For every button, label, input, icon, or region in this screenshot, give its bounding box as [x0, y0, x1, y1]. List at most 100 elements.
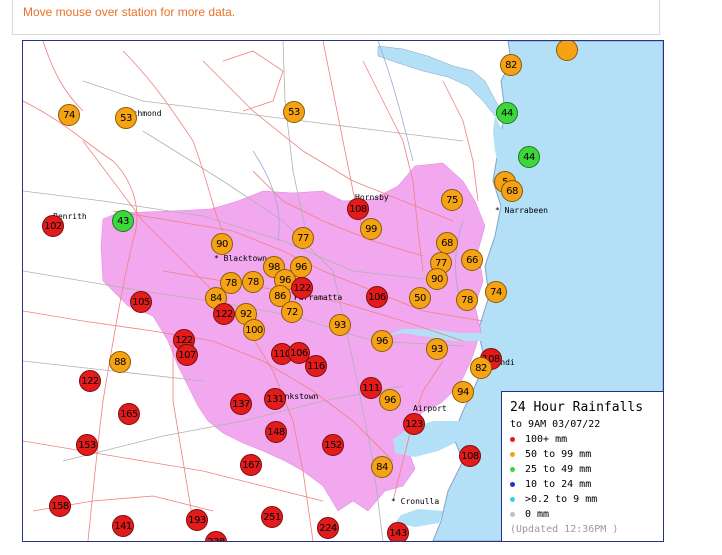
legend-swatch-0 [510, 437, 515, 442]
station-marker[interactable]: 107 [176, 344, 198, 366]
station-marker[interactable]: 100 [243, 319, 265, 341]
station-marker[interactable]: 137 [230, 393, 252, 415]
place-label-richmond: Richmond [123, 109, 162, 118]
legend-subtitle: to 9AM 03/07/22 [510, 419, 601, 430]
station-marker[interactable]: 131 [264, 388, 286, 410]
legend-title: 24 Hour Rainfalls [510, 400, 644, 415]
info-panel: Move mouse over station for more data. [12, 0, 660, 35]
place-label-parramatta: Parramatta [294, 293, 343, 302]
place-label-penrith: Penrith [53, 212, 87, 221]
station-marker[interactable]: 53 [283, 101, 305, 123]
place-label-cronulla: * Cronulla [391, 497, 440, 506]
station-marker[interactable]: 116 [305, 355, 327, 377]
station-marker[interactable]: 43 [112, 210, 134, 232]
station-marker[interactable]: 74 [58, 104, 80, 126]
updated-time: (Updated 12:36PM ) [510, 524, 619, 535]
legend-label: 0 mm [525, 509, 550, 520]
legend-row: 50 to 99 mm [510, 449, 591, 460]
urban-area [100, 162, 486, 512]
legend-label: 25 to 49 mm [525, 464, 592, 475]
legend-swatch-1 [510, 452, 515, 457]
place-label-airport: Airport [413, 404, 447, 413]
place-label-bankstown: Bankstown [275, 392, 319, 401]
place-name-narrabeen: Narrabeen [504, 206, 548, 215]
hover-hint: Move mouse over station for more data. [23, 5, 236, 19]
station-marker[interactable]: 77 [292, 227, 314, 249]
station-marker[interactable]: 148 [265, 421, 287, 443]
station-marker[interactable]: 44 [518, 146, 540, 168]
legend-swatch-3 [510, 482, 515, 487]
station-marker[interactable]: 193 [186, 509, 208, 531]
station-marker[interactable]: 108 [347, 198, 369, 220]
hawkesbury [377, 45, 502, 117]
station-marker[interactable]: 68 [501, 180, 523, 202]
station-marker[interactable]: 102 [42, 215, 64, 237]
legend-label: 50 to 99 mm [525, 449, 592, 460]
station-marker[interactable]: 68 [436, 232, 458, 254]
station-marker[interactable]: 66 [461, 249, 483, 271]
station-marker[interactable]: 105 [130, 291, 152, 313]
station-marker[interactable]: 99 [360, 218, 382, 240]
station-marker[interactable]: 44 [496, 102, 518, 124]
station-marker[interactable]: 106 [366, 286, 388, 308]
station-marker[interactable]: 96 [379, 389, 401, 411]
station-marker[interactable]: 167 [240, 454, 262, 476]
station-marker[interactable]: 90 [426, 268, 448, 290]
station-marker[interactable]: 53 [115, 107, 137, 129]
station-marker[interactable]: 84 [371, 456, 393, 478]
legend-label: 10 to 24 mm [525, 479, 592, 490]
station-marker[interactable]: 123 [403, 413, 425, 435]
station-marker[interactable]: 93 [426, 338, 448, 360]
station-marker[interactable]: 96 [371, 330, 393, 352]
place-label-blacktown: * Blacktown [214, 254, 267, 263]
station-marker[interactable]: 88 [109, 351, 131, 373]
legend-label: 100+ mm [525, 434, 568, 445]
station-marker[interactable]: 72 [281, 301, 303, 323]
station-marker[interactable]: 75 [441, 189, 463, 211]
station-marker[interactable]: 78 [456, 289, 478, 311]
station-marker[interactable]: 153 [76, 434, 98, 456]
station-marker[interactable]: 93 [329, 314, 351, 336]
station-marker[interactable]: 141 [112, 515, 134, 537]
station-marker[interactable]: 78 [220, 272, 242, 294]
station-marker[interactable]: 90 [211, 233, 233, 255]
place-label-hornsby: Hornsby [355, 193, 389, 202]
place-name-cronulla: Cronulla [400, 497, 440, 506]
station-marker[interactable]: 108 [459, 445, 481, 467]
harbour [383, 329, 485, 341]
place-label-narrabeen: * Narrabeen [495, 206, 548, 215]
station-marker[interactable]: 251 [261, 506, 283, 528]
station-marker[interactable]: 111 [360, 377, 382, 399]
station-marker[interactable]: 224 [317, 517, 339, 539]
station-marker[interactable]: 122 [79, 370, 101, 392]
station-marker[interactable]: 74 [485, 281, 507, 303]
station-marker[interactable]: 110 [271, 343, 293, 365]
rainfall-map: Richmond Penrith Hornsby * Narrabeen * B… [22, 40, 664, 542]
place-name-bondi: Bondi [490, 358, 515, 367]
station-marker[interactable] [556, 41, 578, 61]
station-marker[interactable]: 78 [242, 271, 264, 293]
station-marker[interactable]: 122 [213, 303, 235, 325]
station-marker[interactable]: 94 [452, 381, 474, 403]
station-marker[interactable]: 122 [291, 277, 313, 299]
legend-row: 0 mm [510, 509, 549, 520]
station-marker[interactable]: 50 [409, 287, 431, 309]
station-marker[interactable]: 106 [288, 342, 310, 364]
legend-swatch-2 [510, 467, 515, 472]
station-marker[interactable]: 165 [118, 403, 140, 425]
port-hacking [395, 509, 443, 527]
station-marker[interactable]: 158 [49, 495, 71, 517]
legend-row: 25 to 49 mm [510, 464, 591, 475]
legend: 24 Hour Rainfalls to 9AM 03/07/22 100+ m… [501, 391, 663, 541]
pittwater [493, 116, 505, 166]
legend-row: 10 to 24 mm [510, 479, 591, 490]
legend-swatch-4 [510, 497, 515, 502]
station-marker[interactable]: 82 [500, 54, 522, 76]
legend-row: >0.2 to 9 mm [510, 494, 597, 505]
legend-label: >0.2 to 9 mm [525, 494, 598, 505]
legend-row: 100+ mm [510, 434, 567, 445]
station-marker[interactable]: 82 [470, 357, 492, 379]
station-marker[interactable]: 143 [387, 522, 409, 541]
station-marker[interactable]: 152 [322, 434, 344, 456]
place-name-blacktown: Blacktown [223, 254, 267, 263]
